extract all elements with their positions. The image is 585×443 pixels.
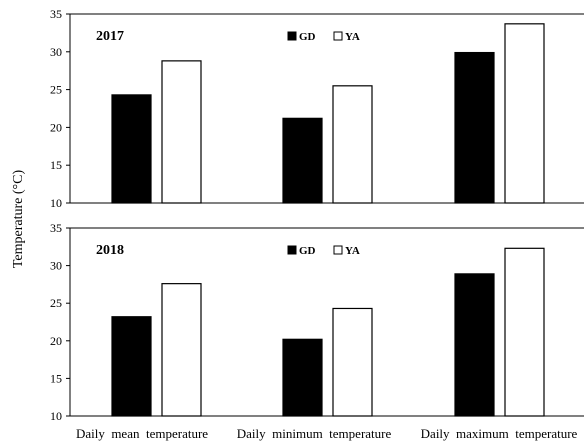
y-tick-label: 20: [50, 120, 62, 134]
legend-swatch-ya: [333, 31, 343, 41]
bar-ya-2: [504, 23, 545, 204]
x-axis-category-labels: Daily mean temperature Daily minimum tem…: [76, 426, 578, 441]
panel-2018: 10 15 20 25 30 35 2018 GD YA: [50, 221, 584, 423]
bar-gd-0: [111, 94, 152, 204]
panel-title: 2017: [96, 29, 124, 44]
bar-gd-0: [111, 316, 152, 417]
bar-ya-1: [332, 307, 373, 417]
y-tick-label: 10: [50, 196, 62, 210]
y-tick-label: 25: [50, 296, 62, 310]
legend-label-gd: GD: [299, 245, 316, 257]
bar-gd-1: [282, 338, 323, 417]
panel-title: 2018: [96, 243, 124, 258]
legend-swatch-gd: [287, 245, 297, 255]
legend-swatch-ya: [333, 245, 343, 255]
x-label-daily-minimum: Daily minimum temperature: [237, 426, 392, 441]
bar-gd-2: [454, 273, 495, 417]
y-tick-label: 15: [50, 158, 62, 172]
x-label-daily-mean: Daily mean temperature: [76, 426, 208, 441]
y-tick-label: 15: [50, 371, 62, 385]
bar-ya-0: [161, 60, 202, 204]
y-tick-label: 35: [50, 221, 62, 235]
y-tick-label: 30: [50, 259, 62, 273]
legend-label-ya: YA: [345, 245, 360, 257]
bar-ya-0: [161, 283, 202, 417]
y-tick-label: 35: [50, 7, 62, 21]
legend-label-gd: GD: [299, 31, 316, 43]
bar-ya-1: [332, 85, 373, 204]
legend-label-ya: YA: [345, 31, 360, 43]
legend-swatch-gd: [287, 31, 297, 41]
y-tick-label: 20: [50, 334, 62, 348]
panel-2017: 10 15 20 25 30 35 2017 GD YA: [50, 7, 584, 210]
y-tick-label: 25: [50, 83, 62, 97]
x-label-daily-maximum: Daily maximum temperature: [421, 426, 578, 441]
bar-ya-2: [504, 247, 545, 417]
bar-gd-1: [282, 117, 323, 204]
y-tick-label: 30: [50, 45, 62, 59]
bar-gd-2: [454, 51, 495, 204]
y-tick-label: 10: [50, 409, 62, 423]
chart-panels: 10 15 20 25 30 35 2017 GD YA 10 15 20 25 30 35 2018 GD YA: [50, 7, 584, 423]
y-axis-label: Temperature (°C): [11, 170, 26, 269]
